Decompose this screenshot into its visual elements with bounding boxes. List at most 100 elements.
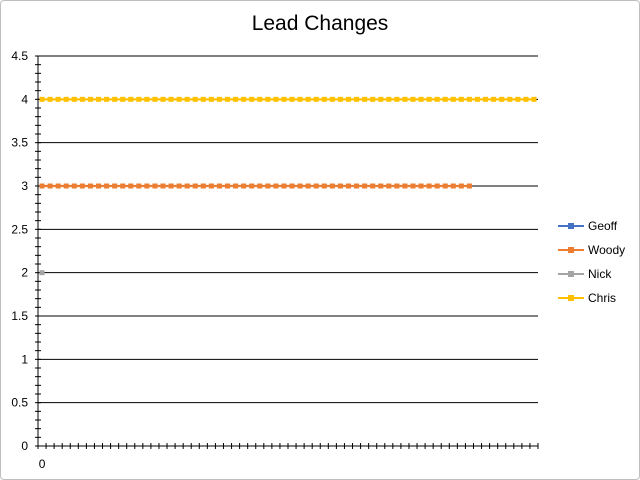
data-point-chris (354, 96, 360, 102)
data-point-chris (507, 96, 513, 102)
data-point-woody (329, 183, 335, 189)
y-tick-label: 3 (21, 179, 28, 193)
x-tick-label: 0 (39, 457, 46, 471)
data-point-woody (442, 183, 448, 189)
data-point-chris (378, 96, 384, 102)
data-point-woody (216, 183, 222, 189)
data-point-chris (152, 96, 158, 102)
data-point-woody (313, 183, 319, 189)
data-point-chris (450, 96, 456, 102)
data-point-chris (305, 96, 311, 102)
data-point-chris (200, 96, 206, 102)
legend-label-geoff: Geoff (588, 219, 618, 233)
data-point-chris (362, 96, 368, 102)
data-point-chris (329, 96, 335, 102)
data-point-nick (39, 270, 45, 276)
data-point-woody (120, 183, 126, 189)
data-point-chris (418, 96, 424, 102)
data-point-woody (71, 183, 77, 189)
data-point-chris (499, 96, 505, 102)
chart-title: Lead Changes (251, 12, 389, 35)
data-point-chris (297, 96, 303, 102)
data-point-chris (466, 96, 472, 102)
legend-item-woody: Woody (558, 238, 625, 262)
data-point-woody (249, 183, 255, 189)
y-tick-label: 4.5 (11, 49, 28, 63)
data-point-chris (458, 96, 464, 102)
data-point-chris (483, 96, 489, 102)
data-point-chris (120, 96, 126, 102)
data-point-woody (87, 183, 93, 189)
legend-label-chris: Chris (588, 291, 617, 305)
data-point-chris (112, 96, 118, 102)
data-point-chris (136, 96, 142, 102)
data-point-chris (402, 96, 408, 102)
data-point-chris (370, 96, 376, 102)
y-tick-label: 2 (21, 266, 28, 280)
data-point-woody (200, 183, 206, 189)
data-point-woody (257, 183, 263, 189)
data-point-woody (176, 183, 182, 189)
data-point-woody (225, 183, 231, 189)
legend-item-chris: Chris (558, 286, 625, 310)
legend-swatch-woody (558, 244, 584, 256)
legend-item-geoff: Geoff (558, 214, 625, 238)
data-point-woody (402, 183, 408, 189)
data-point-woody (410, 183, 416, 189)
legend-label-woody: Woody (588, 243, 626, 257)
y-tick-label: 1.5 (11, 309, 28, 323)
data-point-woody (39, 183, 45, 189)
data-point-chris (410, 96, 416, 102)
data-point-chris (55, 96, 61, 102)
data-point-chris (442, 96, 448, 102)
data-point-chris (475, 96, 481, 102)
y-tick-label: 0 (21, 439, 28, 453)
data-point-chris (281, 96, 287, 102)
data-point-chris (265, 96, 271, 102)
data-point-chris (313, 96, 319, 102)
data-point-woody (378, 183, 384, 189)
y-tick-label: 0.5 (11, 396, 28, 410)
data-point-chris (87, 96, 93, 102)
data-point-chris (128, 96, 134, 102)
chart-legend: Geoff Woody Nick Chris (558, 214, 625, 310)
data-point-woody (79, 183, 85, 189)
data-point-woody (273, 183, 279, 189)
legend-swatch-geoff (558, 220, 584, 232)
data-point-chris (168, 96, 174, 102)
data-point-woody (450, 183, 456, 189)
data-point-chris (144, 96, 150, 102)
data-point-woody (321, 183, 327, 189)
data-point-woody (458, 183, 464, 189)
data-point-woody (394, 183, 400, 189)
data-point-chris (208, 96, 214, 102)
data-point-woody (208, 183, 214, 189)
data-point-woody (281, 183, 287, 189)
data-point-woody (160, 183, 166, 189)
data-point-chris (176, 96, 182, 102)
data-point-woody (426, 183, 432, 189)
data-point-woody (233, 183, 239, 189)
data-point-chris (337, 96, 343, 102)
data-point-woody (370, 183, 376, 189)
y-tick-label: 2.5 (11, 222, 28, 236)
data-point-chris (394, 96, 400, 102)
data-point-chris (289, 96, 295, 102)
data-point-chris (257, 96, 263, 102)
data-point-chris (225, 96, 231, 102)
data-point-chris (216, 96, 222, 102)
y-tick-label: 1 (21, 352, 28, 366)
data-point-woody (95, 183, 101, 189)
data-point-woody (136, 183, 142, 189)
data-point-woody (63, 183, 69, 189)
data-point-woody (305, 183, 311, 189)
data-point-chris (321, 96, 327, 102)
data-point-chris (434, 96, 440, 102)
data-point-woody (168, 183, 174, 189)
data-point-chris (426, 96, 432, 102)
data-point-chris (71, 96, 77, 102)
data-point-woody (386, 183, 392, 189)
data-point-woody (297, 183, 303, 189)
data-point-chris (63, 96, 69, 102)
